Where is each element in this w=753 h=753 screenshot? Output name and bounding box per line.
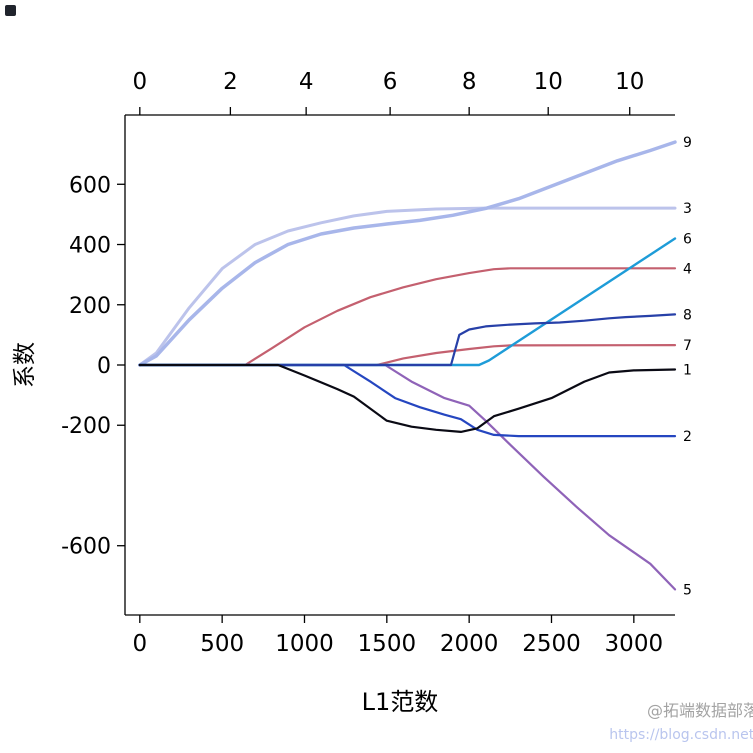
y-tick-label: 0 <box>97 354 111 379</box>
series-end-label-9: 9 <box>683 135 692 151</box>
top-tick-label: 0 <box>133 69 148 95</box>
series-end-label-4: 4 <box>683 261 692 277</box>
x-tick-label: 0 <box>133 631 148 657</box>
x-axis-title: L1范数 <box>361 688 439 716</box>
top-tick-label: 4 <box>299 69 314 95</box>
series-end-label-1: 1 <box>683 363 692 379</box>
y-tick-label: 600 <box>69 173 111 198</box>
watermark-line2: https://blog.csdn.net/ <box>609 727 753 743</box>
x-tick-label: 500 <box>200 631 244 657</box>
x-tick-label: 1000 <box>275 631 334 657</box>
x-tick-label: 3000 <box>605 631 664 657</box>
x-tick-label: 2000 <box>440 631 499 657</box>
y-tick-label: 400 <box>69 234 111 259</box>
series-end-label-2: 2 <box>683 429 692 445</box>
series-end-label-5: 5 <box>683 582 692 598</box>
series-line-5 <box>138 363 677 591</box>
series-line-2 <box>138 363 677 438</box>
series-line-4 <box>138 267 677 367</box>
series-end-label-8: 8 <box>683 307 692 323</box>
series-line-3 <box>138 206 677 367</box>
top-tick-label: 10 <box>615 69 644 95</box>
top-tick-label: 10 <box>534 69 563 95</box>
series-end-label-7: 7 <box>683 338 692 354</box>
series-line-8 <box>138 313 677 367</box>
x-tick-label: 2500 <box>522 631 581 657</box>
series-line-7 <box>138 344 677 367</box>
y-axis-title: 系数 <box>12 342 38 388</box>
series-end-label-6: 6 <box>683 231 692 247</box>
y-tick-label: -200 <box>61 414 111 439</box>
series-end-label-3: 3 <box>683 201 692 217</box>
x-tick-label: 1500 <box>358 631 417 657</box>
top-tick-label: 8 <box>462 69 477 95</box>
series-line-9 <box>138 140 677 367</box>
watermark-line1: @拓端数据部落 <box>646 701 753 720</box>
corner-mark-icon <box>5 5 16 16</box>
top-tick-label: 6 <box>383 69 398 95</box>
y-tick-label: -600 <box>61 535 111 560</box>
series-line-1 <box>138 363 677 433</box>
top-tick-label: 2 <box>223 69 238 95</box>
y-tick-label: 200 <box>69 294 111 319</box>
